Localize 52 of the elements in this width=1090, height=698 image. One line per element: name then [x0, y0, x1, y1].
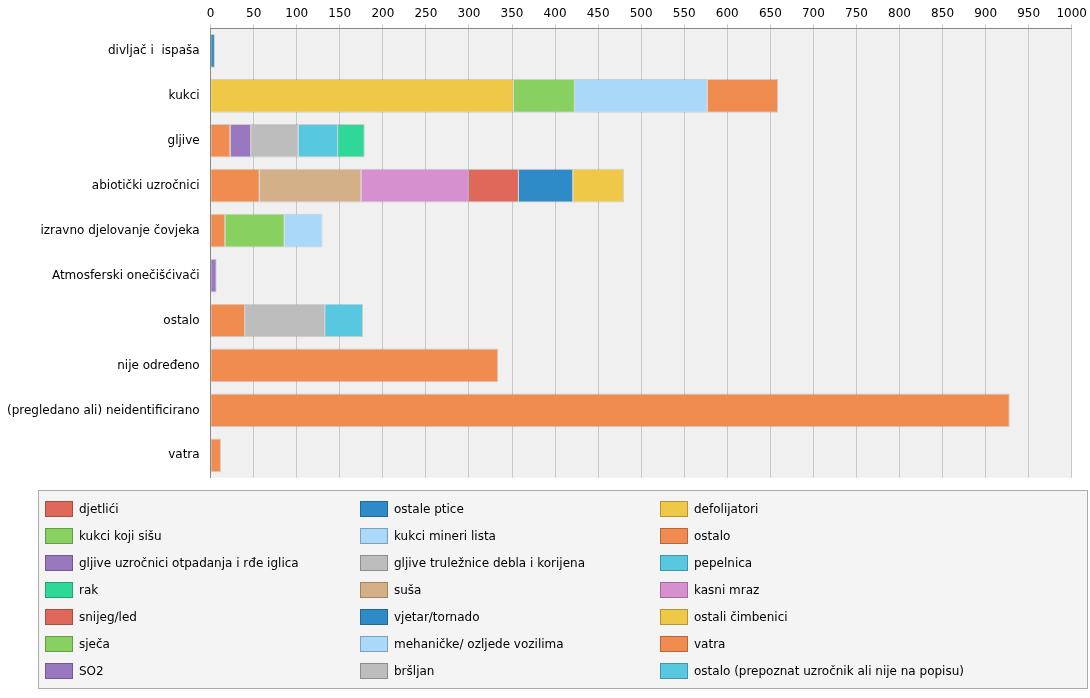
legend-label: gljive uzročnici otpadanja i rđe iglica	[79, 555, 299, 570]
legend-label: gljive truležnice debla i korijena	[394, 555, 585, 570]
y-tick-label: (pregledano ali) neidentificirano	[6, 402, 200, 417]
y-tick-label: izravno djelovanje čovjeka	[40, 222, 200, 237]
legend-label: kasni mraz	[694, 582, 760, 597]
x-tick-label: 100	[285, 6, 309, 21]
x-tick-label: 350	[500, 6, 524, 21]
legend-label: suša	[394, 582, 422, 597]
legend-label: vatra	[694, 636, 726, 651]
x-tick-label: 850	[931, 6, 955, 21]
legend-label: djetlići	[79, 501, 119, 516]
y-tick-label: nije određeno	[117, 357, 200, 372]
x-tick-label: 250	[414, 6, 438, 21]
legend-label: kukci koji sišu	[79, 528, 162, 543]
legend-label: kukci mineri lista	[394, 528, 496, 543]
y-tick-label: ostalo	[163, 312, 200, 327]
x-tick-label: 1000	[1056, 6, 1087, 21]
legend-label: snijeg/led	[79, 609, 137, 624]
x-tick-label: 650	[758, 6, 782, 21]
x-tick-label: 200	[371, 6, 395, 21]
y-tick-label: abiotički uzročnici	[91, 177, 200, 192]
x-tick-label: 400	[543, 6, 567, 21]
y-tick-label: gljive	[167, 132, 200, 147]
y-tick-label: Atmosferski onečišćivači	[51, 267, 200, 282]
x-tick-label: 450	[586, 6, 610, 21]
x-tick-label: 800	[888, 6, 911, 21]
legend-label: sječa	[79, 636, 110, 651]
legend-label: rak	[79, 582, 99, 597]
legend-label: ostali čimbenici	[694, 609, 788, 624]
legend-label: ostalo	[694, 528, 731, 543]
legend-label: pepelnica	[694, 555, 753, 570]
legend-label: SO2	[79, 663, 104, 678]
legend-label: defolijatori	[694, 501, 759, 516]
legend-label: ostale ptice	[394, 501, 464, 516]
x-tick-label: 150	[328, 6, 352, 21]
x-tick-label: 50	[246, 6, 262, 21]
legend-label: vjetar/tornado	[394, 609, 480, 624]
x-tick-label: 600	[715, 6, 739, 21]
legend-label: mehaničke/ ozljede vozilima	[394, 636, 564, 651]
legend-label: bršljan	[394, 663, 435, 678]
x-tick-label: 0	[206, 6, 215, 21]
x-tick-label: 950	[1017, 6, 1041, 21]
y-tick-label: divljač i ispaša	[108, 42, 200, 57]
x-tick-label: 750	[845, 6, 868, 21]
legend-label: ostalo (prepoznat uzročnik ali nije na popisu)	[694, 663, 964, 678]
y-tick-label: vatra	[168, 447, 200, 462]
y-tick-label: kukci	[168, 87, 200, 102]
x-tick-label: 300	[457, 6, 481, 21]
x-tick-label: 700	[801, 6, 825, 21]
x-tick-label: 900	[974, 6, 998, 21]
x-tick-label: 500	[629, 6, 653, 21]
x-tick-label: 550	[672, 6, 696, 21]
